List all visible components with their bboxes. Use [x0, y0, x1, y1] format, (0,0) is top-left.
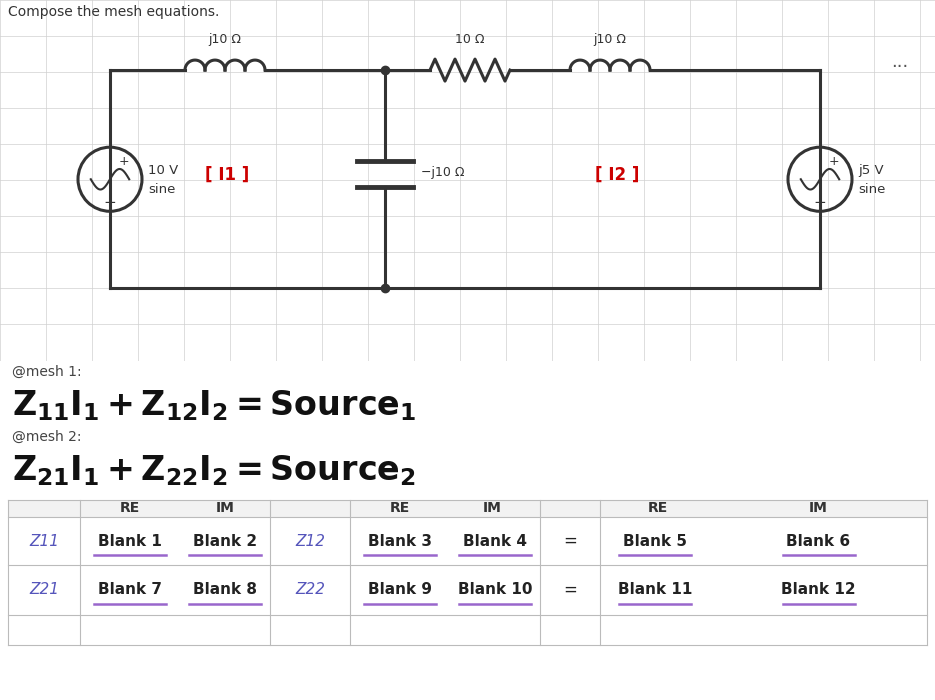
Text: Blank 4: Blank 4	[463, 533, 527, 549]
Text: sine: sine	[148, 183, 176, 196]
Text: $\mathbf{Z_{21}I_1 + Z_{22}I_2 = Source_2}$: $\mathbf{Z_{21}I_1 + Z_{22}I_2 = Source_…	[12, 453, 416, 488]
Text: Z22: Z22	[295, 582, 325, 598]
Text: Blank 8: Blank 8	[193, 582, 257, 598]
Text: −j10 Ω: −j10 Ω	[421, 166, 465, 179]
Text: IM: IM	[482, 501, 501, 515]
Text: +: +	[829, 155, 840, 168]
Text: [ I1 ]: [ I1 ]	[205, 166, 250, 184]
FancyBboxPatch shape	[8, 500, 927, 517]
Text: j5 V: j5 V	[858, 164, 884, 176]
Text: Z21: Z21	[29, 582, 59, 598]
Text: 10 V: 10 V	[148, 164, 179, 176]
Text: sine: sine	[858, 183, 885, 196]
Text: Blank 1: Blank 1	[98, 533, 162, 549]
Text: =: =	[563, 532, 577, 550]
Text: RE: RE	[648, 501, 669, 515]
Text: Blank 7: Blank 7	[98, 582, 162, 598]
Text: [ I2 ]: [ I2 ]	[595, 166, 640, 184]
Text: Blank 9: Blank 9	[368, 582, 432, 598]
Text: @mesh 2:: @mesh 2:	[12, 430, 81, 444]
Text: IM: IM	[216, 501, 235, 515]
Text: @mesh 1:: @mesh 1:	[12, 365, 81, 379]
Text: +: +	[119, 155, 130, 168]
Text: Blank 3: Blank 3	[368, 533, 432, 549]
Text: $\mathbf{Z_{11}I_1 + Z_{12}I_2 = Source_1}$: $\mathbf{Z_{11}I_1 + Z_{12}I_2 = Source_…	[12, 388, 416, 423]
Text: RE: RE	[120, 501, 140, 515]
Text: IM: IM	[809, 501, 827, 515]
Text: =: =	[563, 581, 577, 599]
Text: Z12: Z12	[295, 533, 325, 549]
Text: −: −	[104, 195, 116, 210]
Text: ...: ...	[891, 53, 909, 71]
Text: Blank 11: Blank 11	[618, 582, 692, 598]
Text: Blank 12: Blank 12	[781, 582, 856, 598]
Text: Compose the mesh equations.: Compose the mesh equations.	[8, 5, 220, 19]
Text: j10 Ω: j10 Ω	[594, 33, 626, 46]
Text: Z11: Z11	[29, 533, 59, 549]
Text: 10 Ω: 10 Ω	[455, 33, 484, 46]
Text: −: −	[813, 195, 827, 210]
Text: Blank 6: Blank 6	[786, 533, 851, 549]
Text: j10 Ω: j10 Ω	[209, 33, 241, 46]
Text: Blank 2: Blank 2	[193, 533, 257, 549]
Text: RE: RE	[390, 501, 410, 515]
Text: Blank 5: Blank 5	[623, 533, 687, 549]
Text: Blank 10: Blank 10	[458, 582, 532, 598]
